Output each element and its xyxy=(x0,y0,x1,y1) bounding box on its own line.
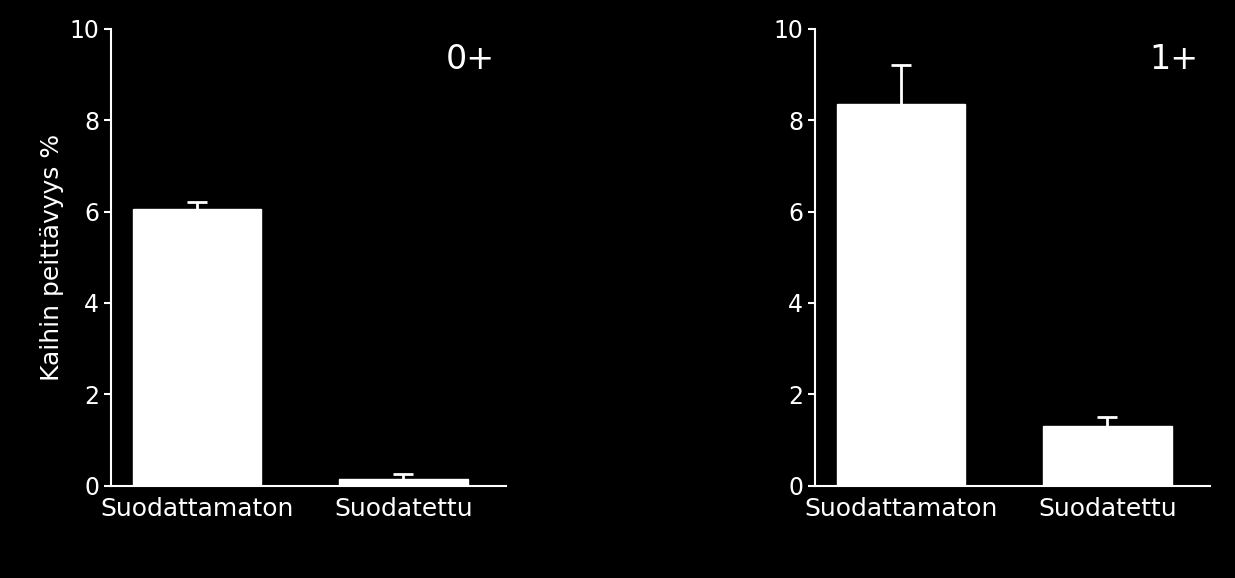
Text: 0+: 0+ xyxy=(446,43,494,76)
Y-axis label: Kaihin peittävyys %: Kaihin peittävyys % xyxy=(40,134,64,381)
Bar xyxy=(836,104,966,486)
Bar xyxy=(132,209,262,486)
Bar xyxy=(338,479,468,486)
Bar xyxy=(1042,426,1172,486)
Text: 1+: 1+ xyxy=(1150,43,1198,76)
